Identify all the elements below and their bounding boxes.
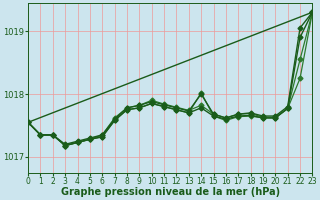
X-axis label: Graphe pression niveau de la mer (hPa): Graphe pression niveau de la mer (hPa) bbox=[61, 187, 280, 197]
